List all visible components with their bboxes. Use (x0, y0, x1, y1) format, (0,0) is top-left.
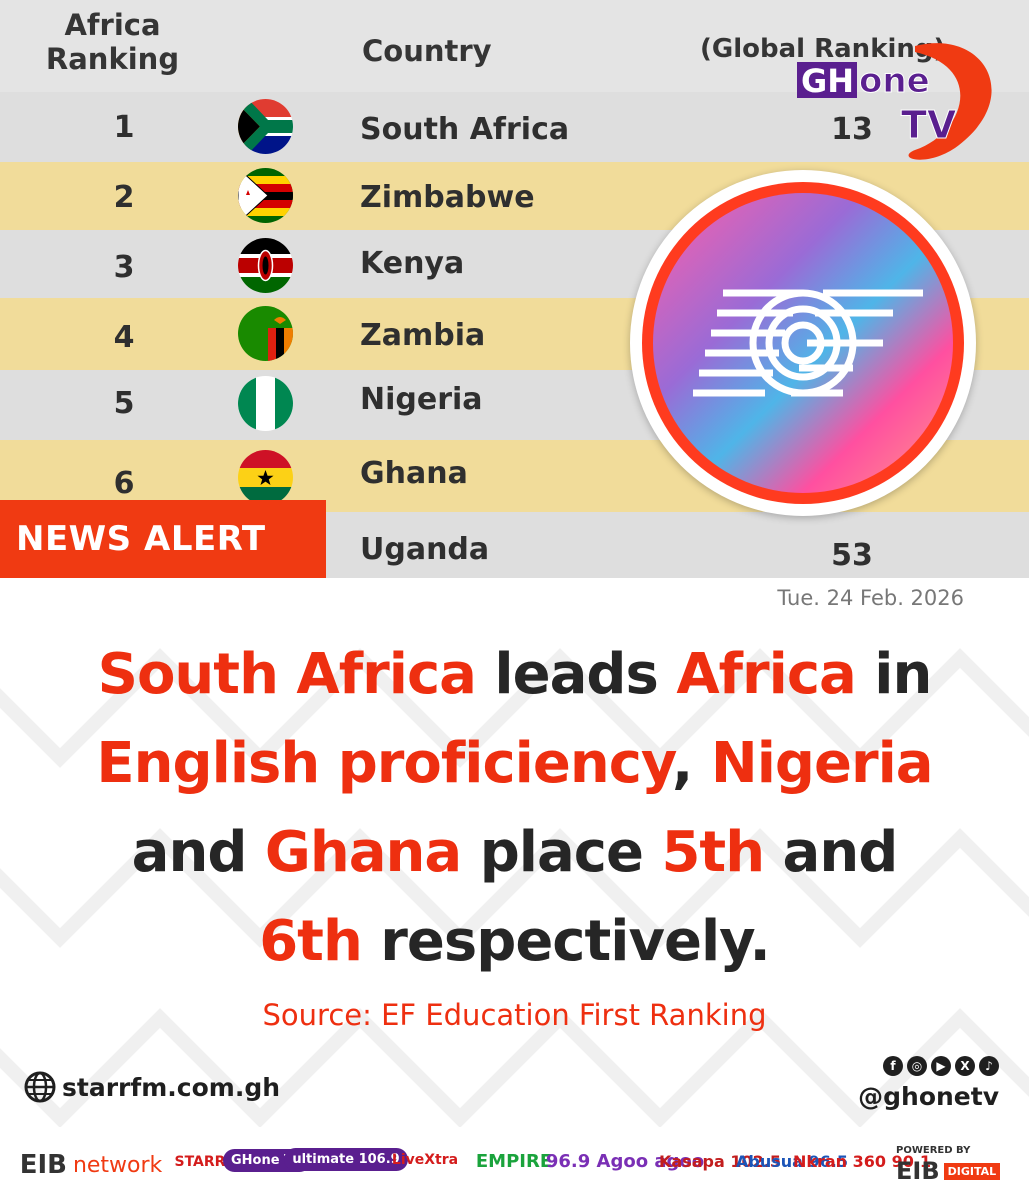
source-credit: Source: EF Education First Ranking (262, 998, 767, 1032)
africa-rank: 1 (113, 110, 135, 145)
social-handle[interactable]: @ghonetv (858, 1082, 999, 1111)
ghone-tv-logo: GH one TV (795, 38, 1005, 162)
website-url: starrfm.com.gh (62, 1072, 281, 1102)
headline-highlight: Nigeria (710, 731, 934, 796)
background-pattern (0, 648, 1029, 1128)
kasapa-text: Kasapa 102.5 (659, 1151, 781, 1171)
empire-text: EMPIRE (475, 1150, 553, 1172)
header-global-ranking: (Global Ranking) (700, 34, 946, 64)
social-block: f ◎ ▶ X ♪ @ghonetv (839, 1056, 999, 1111)
headline-text: , (672, 731, 711, 796)
abusua-text: Abusua 96.5 (736, 1151, 848, 1171)
kenya-flag-icon (238, 238, 293, 293)
country-name: South Africa (360, 112, 570, 147)
ghana-flag-icon (238, 450, 293, 505)
website-link[interactable]: starrfm.com.gh (24, 1071, 280, 1103)
nkran-text: Nkran 360 90.1 (792, 1151, 932, 1171)
article-panel: Tue. 24 Feb. 2026 South Africa leads Afr… (0, 578, 1029, 1200)
south-africa-flag-icon (238, 99, 293, 154)
country-name: Nigeria (360, 382, 483, 417)
youtube-icon[interactable]: ▶ (931, 1056, 951, 1076)
global-rank: 13 (831, 112, 873, 147)
header-africa-ranking: Africa Ranking (45, 8, 180, 76)
ultimate-fm-logo: ultimate 106.9 (284, 1141, 408, 1177)
country-name: Ghana (360, 456, 468, 491)
publish-date: Tue. 24 Feb. 2026 (777, 586, 964, 610)
zimbabwe-flag-icon (238, 168, 293, 223)
network-text: network (72, 1152, 163, 1178)
headline-highlight: 6th (259, 909, 363, 974)
tiktok-icon[interactable]: ♪ (979, 1056, 999, 1076)
africa-rank: 2 (113, 180, 135, 215)
starr-text: STARR (174, 1154, 226, 1170)
africa-rank: 6 (113, 466, 135, 501)
africa-rank: 4 (113, 320, 135, 355)
powered-by-text: POWERED BY (896, 1145, 971, 1156)
country-name: Kenya (360, 246, 465, 281)
svg-text:GH: GH (801, 62, 854, 100)
agoo-text: 96.9 Agoo agoo (545, 1150, 705, 1172)
headline-highlight: 5th (661, 820, 765, 885)
ranking-table-image: Africa Ranking Country (Global Ranking) … (0, 0, 1029, 578)
x-icon[interactable]: X (955, 1056, 975, 1076)
headline-text: and (131, 820, 265, 885)
nkran-360-logo: Nkran 360 90.1 (793, 1139, 931, 1183)
eib-digital-text: EIB (896, 1157, 940, 1185)
eib-network-logo: EIB network (16, 1135, 166, 1195)
table-row: 1 South Africa 13 (0, 92, 1029, 162)
news-alert-tag: NEWS ALERT (0, 500, 326, 578)
live-xtra-logo: LiveXtra (392, 1145, 458, 1175)
agoo-fm-logo: 96.9 Agoo agoo (546, 1141, 704, 1181)
country-name: Zambia (360, 318, 486, 353)
ef-education-first-badge (630, 170, 976, 516)
empire-fm-logo: EMPIRE (466, 1141, 562, 1181)
livextra-text: LiveXtra (391, 1152, 459, 1168)
global-rank: 53 (831, 538, 873, 573)
headline-text: and (764, 820, 899, 885)
kasapa-fm-logo: Kasapa 102.5 (659, 1139, 781, 1183)
headline-highlight: South Africa (97, 642, 477, 707)
eib-text: EIB (19, 1150, 67, 1180)
header-country: Country (362, 34, 492, 68)
zambia-flag-icon (238, 306, 293, 361)
headline-text: in (855, 642, 932, 707)
instagram-icon[interactable]: ◎ (907, 1056, 927, 1076)
globe-icon (24, 1071, 56, 1103)
powered-by-eib-digital-logo: POWERED BY EIB DIGITAL (896, 1135, 1014, 1195)
country-name: Uganda (360, 532, 490, 567)
country-name: Zimbabwe (360, 180, 535, 215)
africa-rank: 3 (113, 250, 135, 285)
starr-fm-logo: STARR (170, 1137, 230, 1187)
headline-highlight: Ghana (264, 820, 462, 885)
headline-text: respectively. (361, 909, 770, 974)
svg-text:one: one (859, 61, 930, 101)
ultimate-text: ultimate 106.9 (284, 1147, 408, 1171)
africa-rank: 5 (113, 386, 135, 421)
nigeria-flag-icon (238, 376, 293, 431)
abusua-fm-logo: Abusua 96.5 (736, 1139, 848, 1183)
headline-highlight: English proficiency (96, 731, 673, 796)
partner-logos-bar: EIB network STARR GHone TV ultimate 106.… (0, 1127, 1029, 1200)
headline-text: leads (475, 642, 677, 707)
headline-text: place (461, 820, 662, 885)
facebook-icon[interactable]: f (883, 1056, 903, 1076)
svg-text:TV: TV (901, 103, 957, 147)
headline: South Africa leads Africa in English pro… (30, 630, 999, 986)
ef-logo-icon (653, 193, 953, 493)
headline-highlight: Africa (676, 642, 856, 707)
digital-text: DIGITAL (943, 1162, 1001, 1180)
